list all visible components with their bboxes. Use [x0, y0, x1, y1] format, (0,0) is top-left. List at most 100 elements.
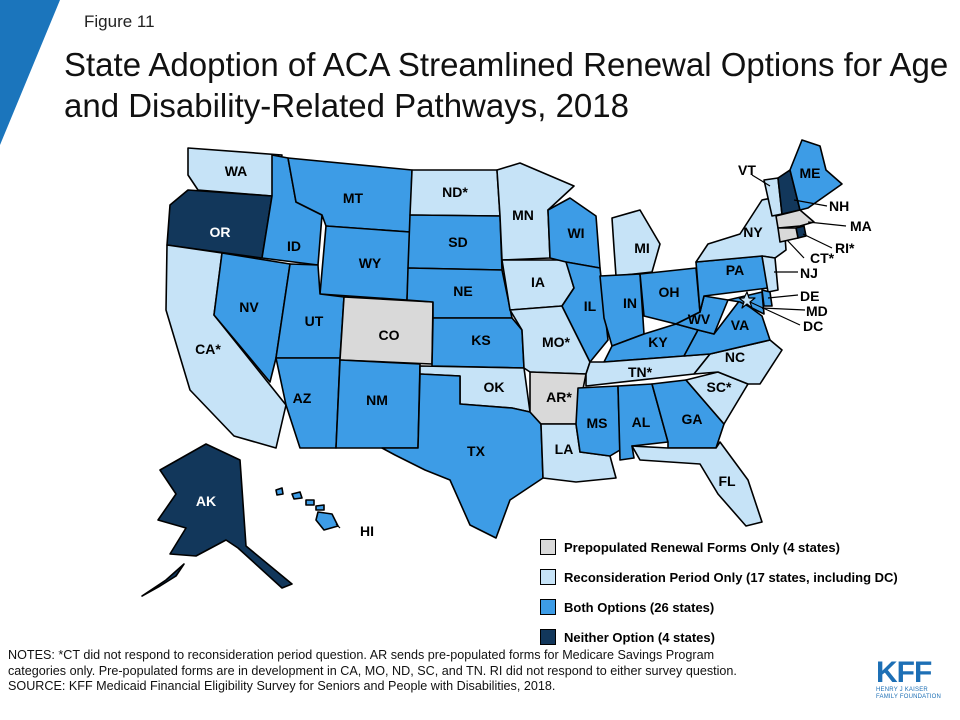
state-wi[interactable]: WI: [547, 197, 601, 269]
state-nd[interactable]: ND*: [409, 169, 501, 217]
label-ri: RI*: [835, 240, 855, 256]
state-label: NE: [453, 283, 472, 299]
state-label: AR*: [546, 389, 572, 405]
state-label: NC: [725, 349, 745, 365]
state-label: TX: [467, 443, 486, 459]
state-label: WY: [359, 255, 382, 271]
state-label: WI: [567, 225, 584, 241]
state-label: IL: [584, 298, 597, 314]
state-ar[interactable]: AR*: [529, 371, 587, 425]
legend-item: Both Options (26 states): [540, 592, 898, 622]
legend-item: Prepopulated Renewal Forms Only (4 state…: [540, 532, 898, 562]
label-nj: NJ: [800, 265, 818, 281]
state-label: OR: [210, 224, 231, 240]
notes-line: categories only. Pre-populated forms are…: [8, 663, 737, 678]
state-mn[interactable]: MN: [496, 162, 575, 261]
state-label: FL: [718, 473, 736, 489]
logo-subtitle: FAMILY FOUNDATION: [876, 694, 942, 700]
state-label: NY: [743, 224, 763, 240]
label-ct: CT*: [810, 250, 835, 266]
state-nv[interactable]: NV: [213, 252, 291, 383]
leader-lines: [335, 174, 847, 529]
label-de: DE: [800, 288, 819, 304]
state-ma[interactable]: [775, 209, 815, 229]
state-label: KS: [471, 332, 490, 348]
state-al[interactable]: AL: [617, 383, 669, 461]
state-fl[interactable]: FL: [631, 441, 763, 527]
state-label: CO: [379, 327, 400, 343]
state-label: LA: [555, 441, 574, 457]
state-ms[interactable]: MS: [575, 385, 621, 457]
legend-item: Neither Option (4 states): [540, 622, 898, 652]
state-label: UT: [305, 313, 324, 329]
label-md: MD: [806, 303, 828, 319]
state-label: SD: [448, 234, 467, 250]
label-dc: DC: [803, 318, 823, 334]
state-label: OK: [484, 379, 505, 395]
state-mi[interactable]: MI: [611, 209, 661, 277]
chart-title: State Adoption of ACA Streamlined Renewa…: [64, 46, 949, 124]
state-label: ND*: [442, 184, 468, 200]
label-ma: MA: [850, 218, 872, 234]
state-label: WV: [688, 311, 711, 327]
state-label: CA*: [195, 341, 221, 357]
state-label: ID: [287, 238, 301, 254]
state-label: WA: [225, 163, 248, 179]
state-label: MT: [343, 190, 364, 206]
state-label: AK: [196, 493, 216, 509]
state-label: MO*: [542, 334, 571, 350]
legend-item: Reconsideration Period Only (17 states, …: [540, 562, 898, 592]
state-az[interactable]: AZ: [275, 357, 341, 449]
legend-label: Prepopulated Renewal Forms Only (4 state…: [564, 539, 840, 555]
state-label: AZ: [293, 390, 312, 406]
state-ks[interactable]: KS: [431, 317, 525, 369]
state-label: SC*: [707, 379, 732, 395]
legend-swatch-neither: [540, 629, 556, 645]
state-label: IN: [623, 295, 637, 311]
outside-labels: VT NH MA RI* CT* NJ DE MD DC HI: [360, 162, 872, 539]
legend-label: Reconsideration Period Only (17 states, …: [564, 569, 898, 585]
notes-block: NOTES: *CT did not respond to reconsider…: [8, 648, 858, 695]
state-me[interactable]: ME: [789, 139, 843, 211]
legend-swatch-both: [540, 599, 556, 615]
state-label: MS: [587, 415, 608, 431]
state-label: NM: [366, 392, 388, 408]
state-co[interactable]: CO: [339, 296, 434, 365]
state-label: GA: [682, 411, 703, 427]
logo-subtitle: HENRY J KAISER: [876, 687, 928, 693]
state-label: MI: [634, 240, 650, 256]
state-ga[interactable]: GA: [651, 379, 725, 449]
state-label: TN*: [628, 364, 653, 380]
figure-label: Figure 11: [84, 12, 155, 31]
state-label: MN: [512, 207, 534, 223]
legend-label: Neither Option (4 states): [564, 629, 715, 645]
state-ak[interactable]: AK: [141, 443, 293, 597]
state-ct[interactable]: [777, 227, 799, 243]
state-nm[interactable]: NM: [335, 359, 421, 449]
legend-swatch-prepopulated: [540, 539, 556, 555]
state-tx[interactable]: TX: [381, 373, 544, 539]
logo-wordmark: KFF: [876, 656, 932, 689]
state-label: PA: [726, 262, 744, 278]
state-label: ME: [800, 165, 821, 181]
kff-logo: KFF HENRY J KAISER FAMILY FOUNDATION: [876, 656, 946, 701]
state-label: NV: [239, 299, 259, 315]
state-ia[interactable]: IA: [501, 259, 575, 311]
legend-label: Both Options (26 states): [564, 599, 715, 615]
state-wy[interactable]: WY: [319, 225, 411, 301]
state-hi[interactable]: [275, 487, 339, 531]
state-sd[interactable]: SD: [407, 214, 503, 271]
state-label: AL: [632, 414, 651, 430]
label-hi: HI: [360, 523, 374, 539]
state-label: IA: [531, 274, 545, 290]
state-label: VA: [731, 317, 749, 333]
state-nj[interactable]: [761, 255, 779, 293]
map-legend: Prepopulated Renewal Forms Only (4 state…: [540, 532, 898, 652]
state-wa[interactable]: WA: [187, 147, 283, 197]
corner-accent-triangle: [0, 0, 60, 145]
state-dc[interactable]: [738, 291, 756, 309]
label-vt: VT: [738, 162, 756, 178]
state-label: OH: [659, 284, 680, 300]
notes-line: NOTES: *CT did not respond to reconsider…: [8, 648, 715, 662]
